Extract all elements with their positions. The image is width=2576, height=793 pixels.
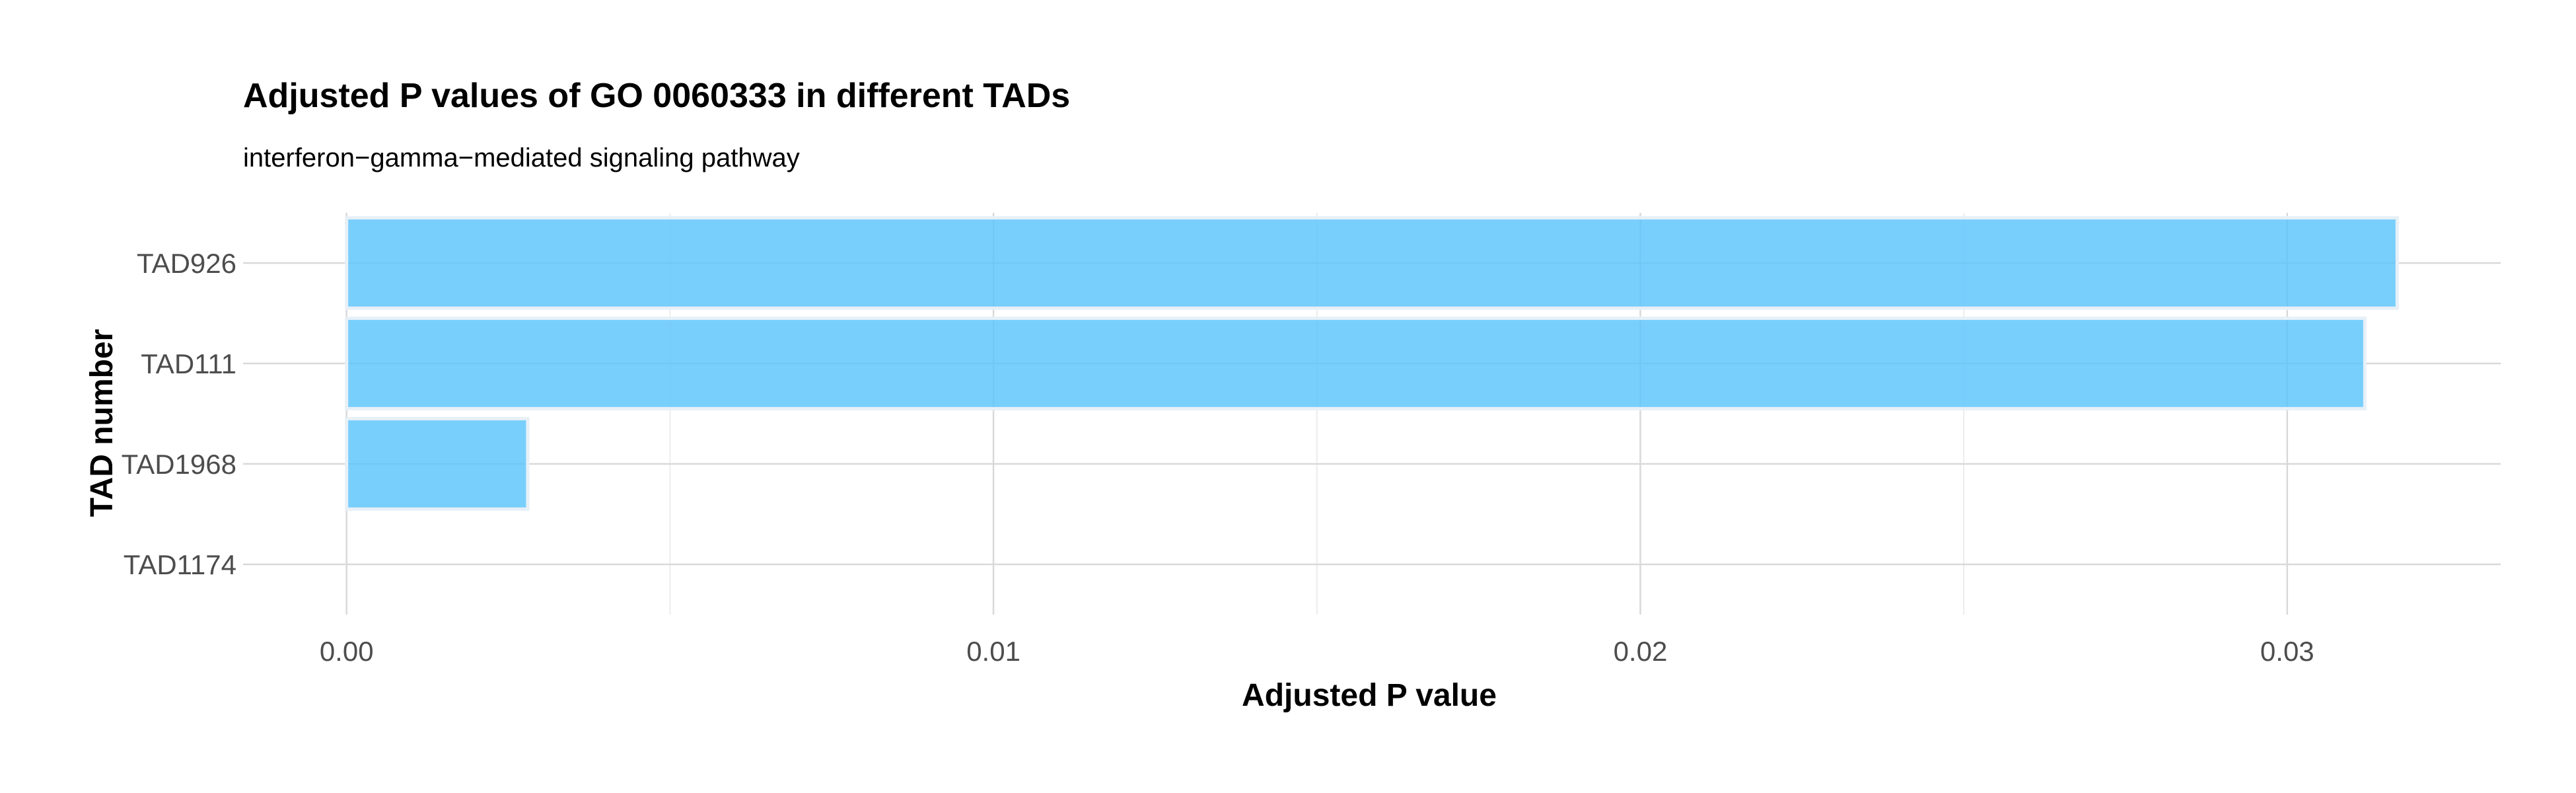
chart-title: Adjusted P values of GO 0060333 in diffe… [243,77,1070,115]
bar-TAD926 [345,216,2399,310]
y-tick-label-TAD1968: TAD1968 [122,449,236,480]
y-axis-title: TAD number [85,329,120,517]
x-axis-title: Adjusted P value [1242,678,1497,713]
x-tick-labels: 0.00 0.01 0.02 0.03 [320,636,2314,667]
x-tick-label-0: 0.00 [320,636,374,667]
x-tick-label-2: 0.02 [1614,636,1668,667]
chart-subtitle: interferon−gamma−mediated signaling path… [243,143,800,172]
x-tick-label-3: 0.03 [2260,636,2314,667]
y-tick-labels: TAD926 TAD111 TAD1968 TAD1174 [122,248,236,580]
y-tick-label-TAD926: TAD926 [137,248,236,279]
x-tick-label-1: 0.01 [966,636,1020,667]
bars [345,216,2399,511]
bar-TAD111 [345,317,2367,410]
bar-TAD1968 [345,417,530,511]
y-tick-label-TAD111: TAD111 [141,348,236,379]
y-tick-label-TAD1174: TAD1174 [124,549,236,580]
